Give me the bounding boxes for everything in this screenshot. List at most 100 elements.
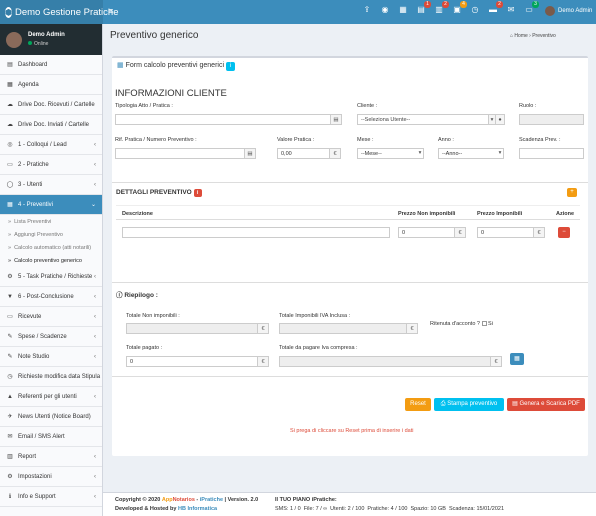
box-title: Form calcolo preventivi generici [125, 62, 225, 69]
sidebar-item-label: Info e Support [18, 493, 56, 500]
copyright-text: Copyright © 2020 [115, 497, 161, 503]
rif-label: Rif. Pratica / Numero Preventivo : [115, 137, 197, 143]
double-chevron-icon: » [8, 257, 12, 264]
valore-input[interactable]: 0,00 [277, 148, 330, 159]
sidebar-item-label: News Utenti (Notice Board) [18, 413, 91, 420]
clock-icon[interactable]: ◷ [471, 5, 479, 14]
sidebar-subitem[interactable]: » Calcolo automatico (atti notarili) [0, 241, 102, 254]
sidebar-item-agenda[interactable]: ▦ Agenda [0, 75, 102, 95]
sidebar-item-label: Ricevute [18, 313, 42, 320]
upload-icon[interactable]: ⇪ [363, 5, 371, 14]
menu-toggle-icon[interactable]: ≡ [108, 6, 114, 16]
sidebar-item-email-sms-alert[interactable]: ✉ Email / SMS Alert [0, 427, 102, 447]
non-imponibili-input[interactable]: 0 [398, 227, 455, 238]
plan-stat: SMS: 1 / 0 [275, 506, 301, 512]
info-circle-icon: ⓘ [116, 292, 123, 299]
brand-app: App [161, 497, 173, 503]
col-descrizione: Descrizione [122, 211, 153, 217]
folder-icon[interactable]: ▬ 2 [488, 1, 503, 15]
sidebar-item-label: Impostazioni [18, 473, 52, 480]
sidebar-item-5-task-pratiche-richieste[interactable]: ⚙ 5 - Task Pratiche / Richieste ‹ [0, 267, 102, 287]
rif-input[interactable] [115, 148, 245, 159]
sidebar-item-3-utenti[interactable]: ◯ 3 - Utenti ‹ [0, 175, 102, 195]
dev-brand-link[interactable]: HB Informatica [177, 506, 218, 512]
sidebar-item-spese-scadenze[interactable]: ✎ Spese / Scadenze ‹ [0, 327, 102, 347]
genera-pdf-button[interactable]: ▤ Genera e Scarica PDF [507, 398, 585, 411]
plan-stat: File: 7 / ∞ [303, 506, 328, 512]
eye-icon[interactable]: ◉ [381, 5, 389, 14]
valore-label: Valore Pratica : [277, 137, 315, 143]
mese-select[interactable]: --Mese-- [357, 148, 424, 159]
sidebar-item-drive-doc-inviati-cartelle[interactable]: ☁ Drive Doc. Inviati / Cartelle [0, 115, 102, 135]
cliente-select[interactable]: --Seleziona Utente-- [357, 114, 489, 125]
stampa-button[interactable]: ⎙ Stampa preventivo [434, 398, 504, 411]
menu-icon: ℹ [8, 494, 12, 500]
calendar-check-icon[interactable]: ▣ 4 [452, 1, 467, 15]
sidebar-item-label: Agenda [18, 81, 39, 88]
content-wrapper: ▦ Form calcolo preventivi generici i INF… [103, 24, 596, 492]
menu-icon: ▼ [7, 293, 13, 300]
sidebar-item-report[interactable]: ▥ Report ‹ [0, 447, 102, 467]
menu-icon: ▲ [7, 393, 13, 400]
menu-icon: ✈ [7, 414, 13, 420]
riepilogo-title: ⓘ Riepilogo : [116, 289, 158, 299]
sidebar-subitem[interactable]: » Lista Preventivi [0, 215, 102, 228]
sidebar-item-drive-doc-ricevuti-cartelle[interactable]: ☁ Drive Doc. Ricevuti / Cartelle [0, 95, 102, 115]
pagato-input[interactable]: 0 [126, 356, 258, 367]
chat-icon[interactable]: ▭ 3 [524, 1, 539, 15]
breadcrumb-home[interactable]: Home [514, 33, 528, 39]
sidebar-item-4-preventivi[interactable]: ▦ 4 - Preventivi ⌄ [0, 195, 102, 215]
ritenuta-checkbox[interactable] [481, 321, 487, 327]
developed-text: Developed & Hosted by [115, 506, 177, 512]
sidebar-item-6-post-conclusione[interactable]: ▼ 6 - Post-Conclusione ‹ [0, 287, 102, 307]
sidebar-subitem[interactable]: » Aggiungi Preventivo [0, 228, 102, 241]
dettagli-section: DETTAGLI PREVENTIVO i + Descrizione Prez… [112, 182, 588, 282]
descrizione-input[interactable] [122, 227, 390, 238]
sidebar-item-dashboard[interactable]: ▤ Dashboard [0, 55, 102, 75]
top-navbar: ⬢ Demo Gestione Pratiche ≡ ⇪ ◉ ▦ ▤ 1 ▥ 2 ▣ 4 ◷ ▬ 2 ✉… [0, 0, 596, 24]
sidebar-item-ricevute[interactable]: ▭ Ricevute ‹ [0, 307, 102, 327]
chevron-down-icon: ▾ [418, 150, 422, 156]
sidebar-item-richieste-modifica-data-stipula[interactable]: ◷ Richieste modifica data Stipula [0, 367, 102, 387]
calendar-icon[interactable]: ▦ [399, 5, 407, 14]
brand-logo[interactable]: ⬢ Demo Gestione Pratiche [0, 0, 118, 24]
calculator-button[interactable]: ▦ [510, 353, 524, 365]
footer: Copyright © 2020 AppNotarios - iPratiche… [103, 492, 596, 516]
tipologia-input[interactable] [115, 114, 331, 125]
sidebar-item-label: 4 - Preventivi [18, 201, 54, 208]
sidebar-item-label: 6 - Post-Conclusione [18, 293, 74, 300]
menu-icon: ☁ [7, 102, 13, 108]
imponibili-input[interactable]: 0 [477, 227, 534, 238]
menu-icon: ✎ [7, 334, 13, 340]
stampa-label: Stampa preventivo [447, 401, 498, 407]
info-icon[interactable]: i [193, 189, 202, 197]
sidebar-item-label: Note Studio [18, 353, 50, 360]
sidebar-item-referenti-per-gli-utenti[interactable]: ▲ Referenti per gli utenti ‹ [0, 387, 102, 407]
brand-sep: - [194, 497, 200, 503]
notes-icon[interactable]: ▥ 2 [434, 1, 449, 15]
add-row-button[interactable]: + [567, 188, 577, 197]
info-icon[interactable]: i [225, 62, 235, 71]
reset-button[interactable]: Reset [405, 398, 431, 411]
top-icon-bar: ⇪ ◉ ▦ ▤ 1 ▥ 2 ▣ 4 ◷ ▬ 2 ✉ ▭ 3 [362, 1, 539, 15]
user-menu[interactable]: Demo Admin [545, 6, 592, 16]
avatar [6, 31, 22, 48]
clipboard-icon[interactable]: ▤ 1 [416, 1, 431, 15]
sidebar-item-1-colloqui-lead[interactable]: ◎ 1 - Colloqui / Lead ‹ [0, 135, 102, 155]
sidebar-menu: ▤ Dashboard ▦ Agenda ☁ Drive Doc. Ricevuti / … [0, 55, 102, 507]
scadenza-label: Scadenza Prev. : [519, 137, 561, 143]
sidebar-item-news-utenti-notice-board[interactable]: ✈ News Utenti (Notice Board) [0, 407, 102, 427]
home-icon: ⌂ [510, 33, 514, 39]
sidebar-item-note-studio[interactable]: ✎ Note Studio ‹ [0, 347, 102, 367]
menu-icon: ▤ [7, 62, 13, 68]
ritenuta-label: Ritenuta d'acconto ? Si [430, 321, 493, 327]
sidebar-item-impostazioni[interactable]: ⚙ Impostazioni ‹ [0, 467, 102, 487]
scadenza-input[interactable] [519, 148, 584, 159]
sidebar-item-info-e-support[interactable]: ℹ Info e Support ‹ [0, 487, 102, 507]
envelope-icon[interactable]: ✉ [507, 5, 515, 14]
anno-select[interactable]: --Anno-- [438, 148, 504, 159]
remove-row-button[interactable]: − [558, 227, 570, 238]
sidebar-item-2-pratiche[interactable]: ▭ 2 - Pratiche ‹ [0, 155, 102, 175]
sidebar-subitem[interactable]: » Calcolo preventivo generico [0, 254, 102, 267]
tot-non-input [126, 323, 258, 334]
